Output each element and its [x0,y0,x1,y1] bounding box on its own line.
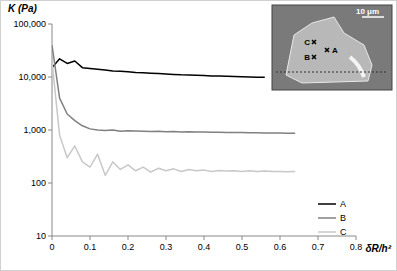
x-tick [166,236,167,240]
x-tick [52,236,53,240]
scale-bar [362,16,384,18]
x-tick [128,236,129,240]
x-tick-label: 0.8 [350,242,363,252]
inset-point [325,48,329,52]
series-line [52,59,265,77]
y-tick [48,24,52,25]
x-tick [242,236,243,240]
y-tick-label: 1,000 [23,125,46,135]
inset-scanline [276,72,388,73]
inset-highlight [350,57,364,77]
annotation: C [304,38,310,47]
x-tick [356,236,357,240]
legend-label: C [340,227,347,237]
x-tick-label: 0 [49,242,54,252]
x-tick [318,236,319,240]
annotation: 10 μm [356,7,379,16]
inset-point [312,55,316,59]
y-tick [48,77,52,78]
frame [1,1,397,271]
x-tick-label: 0.3 [160,242,173,252]
legend-swatch [318,231,336,233]
x-tick-label: 0.2 [122,242,135,252]
inset-cell [286,17,372,83]
x-tick-label: 0.4 [198,242,211,252]
x-tick-label: 0.7 [312,242,325,252]
annotation: B [304,53,310,62]
legend-swatch [318,203,336,205]
plot-area [52,45,295,175]
inset-point [312,40,316,44]
legend-label: B [340,213,346,223]
series-line [52,45,295,133]
annotation: A [332,46,338,55]
x-axis-title: δR/h² [365,243,391,254]
y-tick [48,130,52,131]
y-tick-label: 100,000 [13,19,46,29]
y-tick-label: 10,000 [18,72,46,82]
x-tick-label: 0.1 [84,242,97,252]
chart: 10 100 1,000 10,000 100,000 0 0.1 0.2 0.3 0.4 0.5 0… [0,0,397,271]
x-tick [204,236,205,240]
x-tick-label: 0.6 [274,242,287,252]
legend-swatch [318,217,336,219]
y-tick-label: 10 [36,231,46,241]
x-tick-label: 0.5 [236,242,249,252]
y-tick [48,236,52,237]
y-tick [48,183,52,184]
x-tick [280,236,281,240]
inset-image [272,5,392,90]
y-axis-title: K (Pa) [8,3,38,14]
series-line [52,61,295,175]
x-tick [90,236,91,240]
legend-label: A [340,199,346,209]
y-tick-label: 100 [31,178,46,188]
